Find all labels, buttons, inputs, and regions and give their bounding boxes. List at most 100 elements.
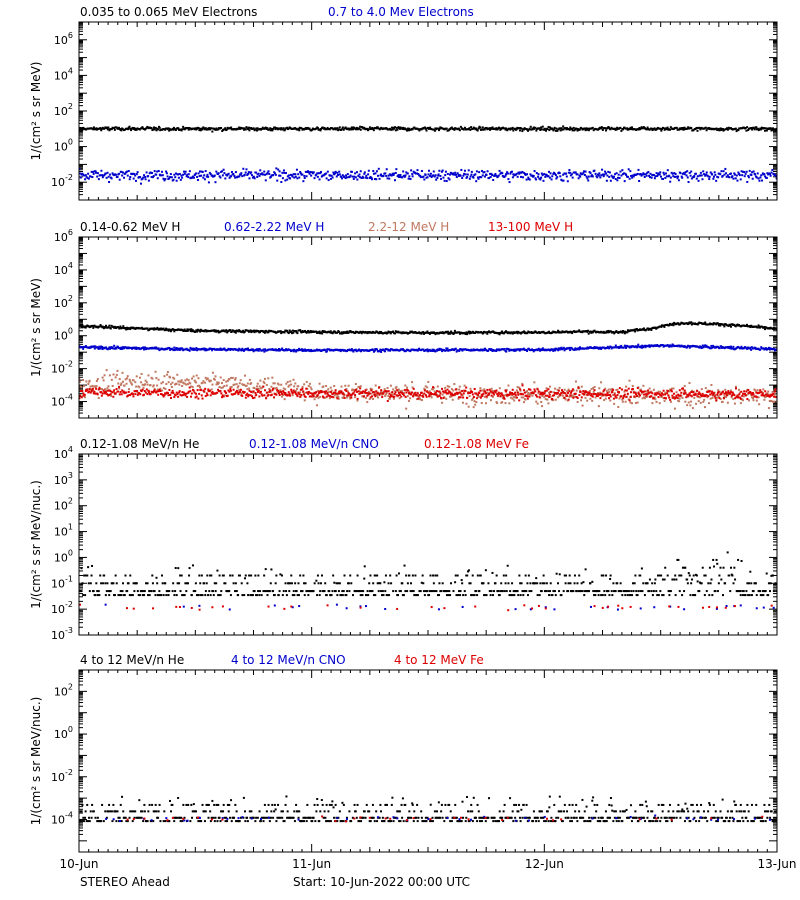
data-point — [107, 326, 110, 329]
data-point — [169, 330, 172, 333]
data-point — [486, 391, 489, 394]
data-point — [329, 386, 332, 389]
data-point — [620, 331, 623, 334]
data-point — [604, 397, 607, 400]
data-point — [374, 331, 377, 334]
data-point — [488, 127, 491, 130]
data-point — [627, 330, 630, 333]
data-point — [571, 394, 574, 397]
data-point — [673, 344, 676, 347]
data-point — [514, 396, 517, 399]
data-point — [684, 400, 687, 403]
data-point — [276, 390, 279, 393]
data-point — [613, 402, 616, 405]
data-point — [491, 389, 494, 392]
data-point — [556, 388, 559, 391]
data-point — [372, 127, 375, 130]
data-point — [247, 171, 250, 174]
data-point — [771, 390, 774, 393]
data-point — [83, 396, 86, 399]
data-point — [541, 349, 544, 352]
data-point — [155, 173, 158, 176]
data-point — [237, 385, 240, 388]
data-point — [327, 179, 330, 182]
data-point — [138, 386, 141, 389]
data-point — [761, 172, 764, 175]
data-point — [321, 349, 324, 352]
data-point — [178, 380, 181, 383]
data-point — [394, 332, 397, 335]
data-point — [170, 386, 173, 389]
data-point — [699, 128, 702, 131]
data-point — [239, 127, 242, 130]
data-point — [686, 176, 689, 179]
data-point — [538, 348, 541, 351]
data-point — [364, 176, 367, 179]
data-point — [234, 378, 237, 381]
data-point — [449, 332, 452, 335]
data-point — [455, 127, 458, 130]
data-point — [423, 178, 426, 181]
data-point — [385, 391, 388, 394]
data-point — [621, 331, 624, 334]
data-point — [760, 174, 763, 177]
data-point — [503, 394, 506, 397]
data-point — [253, 386, 256, 389]
data-point — [672, 387, 675, 390]
data-point — [218, 175, 221, 178]
data-point — [363, 172, 366, 175]
data-point — [508, 127, 511, 130]
data-point — [772, 129, 775, 132]
data-point — [318, 382, 321, 385]
data-point — [359, 385, 362, 388]
data-point — [133, 127, 136, 130]
data-point — [390, 174, 393, 177]
data-point — [438, 129, 441, 132]
data-point — [643, 173, 646, 176]
data-point — [447, 349, 450, 352]
data-point — [574, 395, 577, 398]
data-point — [90, 324, 93, 327]
data-point — [553, 349, 556, 352]
data-point — [733, 172, 736, 175]
data-point — [354, 128, 357, 131]
data-point — [259, 329, 262, 332]
data-point — [95, 325, 98, 328]
data-point — [541, 125, 544, 128]
data-point — [205, 175, 208, 178]
data-point — [352, 350, 355, 353]
data-point — [450, 126, 453, 129]
data-point — [577, 330, 580, 333]
data-point — [287, 127, 290, 130]
data-point — [405, 128, 408, 131]
data-point — [346, 173, 349, 176]
data-point — [115, 347, 118, 350]
data-point — [351, 128, 354, 131]
data-point — [276, 128, 279, 131]
data-point — [524, 331, 527, 334]
data-point — [608, 126, 611, 129]
data-point — [264, 348, 267, 351]
data-point — [609, 345, 612, 348]
data-point — [99, 174, 102, 177]
data-point — [526, 390, 529, 393]
data-point — [541, 405, 544, 408]
data-point — [395, 126, 398, 129]
data-point — [214, 128, 217, 131]
data-point — [549, 172, 552, 175]
data-point — [531, 128, 534, 131]
data-point — [431, 388, 434, 391]
data-point — [164, 347, 167, 350]
data-point — [109, 127, 112, 130]
data-point — [202, 126, 205, 129]
data-point — [395, 168, 398, 171]
data-point — [87, 177, 90, 180]
data-point — [496, 348, 499, 351]
data-point — [441, 401, 444, 404]
data-point — [696, 175, 699, 178]
data-point — [261, 172, 264, 175]
data-point — [539, 349, 542, 352]
data-point — [339, 350, 342, 353]
data-point — [714, 393, 717, 396]
data-point — [334, 348, 337, 351]
